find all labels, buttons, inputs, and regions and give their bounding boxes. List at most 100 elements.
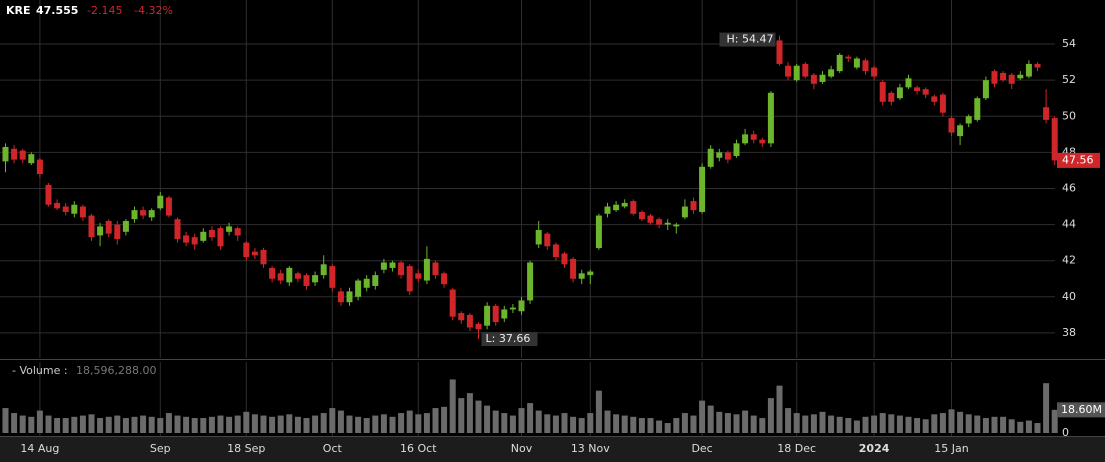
candle-body bbox=[475, 323, 482, 330]
candle-body bbox=[449, 289, 456, 317]
candle-body bbox=[664, 222, 671, 225]
y-tick-label: 44 bbox=[1062, 218, 1076, 231]
volume-bar bbox=[690, 415, 697, 433]
volume-bar bbox=[879, 413, 886, 433]
candle-body bbox=[828, 69, 835, 77]
x-tick-label: Sep bbox=[150, 442, 171, 455]
candle-body bbox=[79, 206, 86, 218]
volume-bar bbox=[11, 413, 18, 433]
candle-body bbox=[587, 271, 594, 276]
candle-body bbox=[948, 118, 955, 133]
volume-panel bbox=[2, 379, 1058, 433]
volume-bar bbox=[200, 418, 207, 433]
volume-bar bbox=[449, 379, 456, 433]
volume-bar bbox=[226, 416, 233, 433]
candle-body bbox=[200, 231, 207, 241]
candle-body bbox=[243, 242, 250, 258]
candle-body bbox=[492, 305, 499, 323]
volume-bar bbox=[260, 415, 267, 433]
candle-body bbox=[527, 262, 534, 301]
candle-body bbox=[578, 273, 585, 279]
volume-bar bbox=[862, 416, 869, 433]
x-tick-label: 14 Aug bbox=[20, 442, 59, 455]
candle-body bbox=[750, 134, 757, 140]
candle-body bbox=[613, 204, 620, 211]
candle-body bbox=[802, 63, 809, 77]
candle-body bbox=[329, 266, 336, 288]
volume-bar bbox=[595, 390, 602, 433]
candle-body bbox=[535, 230, 542, 245]
candle-body bbox=[260, 249, 267, 265]
candle-body bbox=[819, 74, 826, 82]
volume-bar bbox=[122, 418, 129, 433]
candle-body bbox=[982, 80, 989, 99]
volume-bar bbox=[509, 415, 516, 433]
candle-body bbox=[140, 210, 147, 216]
volume-bar bbox=[183, 416, 190, 433]
volume-bar bbox=[664, 423, 671, 433]
candle-body bbox=[647, 215, 654, 223]
candle-body bbox=[320, 264, 327, 276]
candle-body bbox=[1025, 63, 1032, 77]
volume-bar bbox=[1008, 419, 1015, 433]
volume-bar bbox=[312, 415, 319, 433]
candle-body bbox=[896, 87, 903, 99]
volume-bar bbox=[518, 408, 525, 433]
volume-bar bbox=[1051, 409, 1058, 433]
volume-bar bbox=[88, 414, 95, 433]
volume-bar bbox=[733, 414, 740, 433]
candle-body bbox=[269, 267, 276, 279]
candle-body bbox=[845, 56, 852, 59]
volume-bar bbox=[776, 385, 783, 433]
volume-bar bbox=[380, 414, 387, 433]
candle-body bbox=[432, 262, 439, 276]
candle-body bbox=[286, 267, 293, 283]
volume-bar bbox=[647, 418, 654, 433]
volume-bar bbox=[681, 413, 688, 433]
candle-body bbox=[810, 74, 817, 84]
volume-bar bbox=[1034, 423, 1041, 433]
volume-bar bbox=[19, 415, 26, 433]
candle-body bbox=[552, 244, 559, 258]
volume-bar bbox=[527, 403, 534, 433]
candle-body bbox=[681, 206, 688, 218]
x-tick-label: 18 Sep bbox=[227, 442, 265, 455]
volume-bar bbox=[441, 406, 448, 433]
candle-body bbox=[914, 87, 921, 91]
candle-body bbox=[1017, 74, 1024, 79]
volume-last: 18,596,288.00 bbox=[76, 364, 156, 377]
candle-body bbox=[484, 305, 491, 326]
volume-bar bbox=[888, 414, 895, 433]
candle-body bbox=[45, 184, 52, 205]
candle-body bbox=[888, 92, 895, 102]
volume-bar bbox=[656, 420, 663, 433]
candle-body bbox=[165, 197, 172, 216]
last-price: 47.555 bbox=[36, 4, 78, 17]
candle-body bbox=[991, 71, 998, 84]
volume-bar bbox=[896, 415, 903, 433]
candle-body bbox=[174, 219, 181, 240]
last-price-tag-label: 47.56 bbox=[1062, 153, 1094, 166]
volume-bar bbox=[802, 415, 809, 433]
volume-tick-label: 0 bbox=[1062, 426, 1069, 439]
volume-bar bbox=[939, 413, 946, 433]
volume-bar bbox=[982, 418, 989, 433]
x-tick-label: 18 Dec bbox=[777, 442, 816, 455]
candle-body bbox=[561, 253, 568, 265]
volume-bar bbox=[320, 413, 327, 433]
volume-bar bbox=[965, 414, 972, 433]
candle-body bbox=[656, 219, 663, 225]
candle-body bbox=[595, 215, 602, 249]
candle-body bbox=[389, 262, 396, 268]
candle-body bbox=[630, 201, 637, 214]
volume-bar bbox=[587, 413, 594, 433]
volume-bar bbox=[406, 410, 413, 433]
volume-bar bbox=[148, 416, 155, 433]
volume-bar bbox=[810, 414, 817, 433]
volume-bar bbox=[286, 414, 293, 433]
candle-body bbox=[905, 78, 912, 88]
x-tick-label: 16 Oct bbox=[400, 442, 437, 455]
volume-bar bbox=[621, 415, 628, 433]
volume-bar bbox=[613, 414, 620, 433]
volume-bar bbox=[105, 416, 112, 433]
